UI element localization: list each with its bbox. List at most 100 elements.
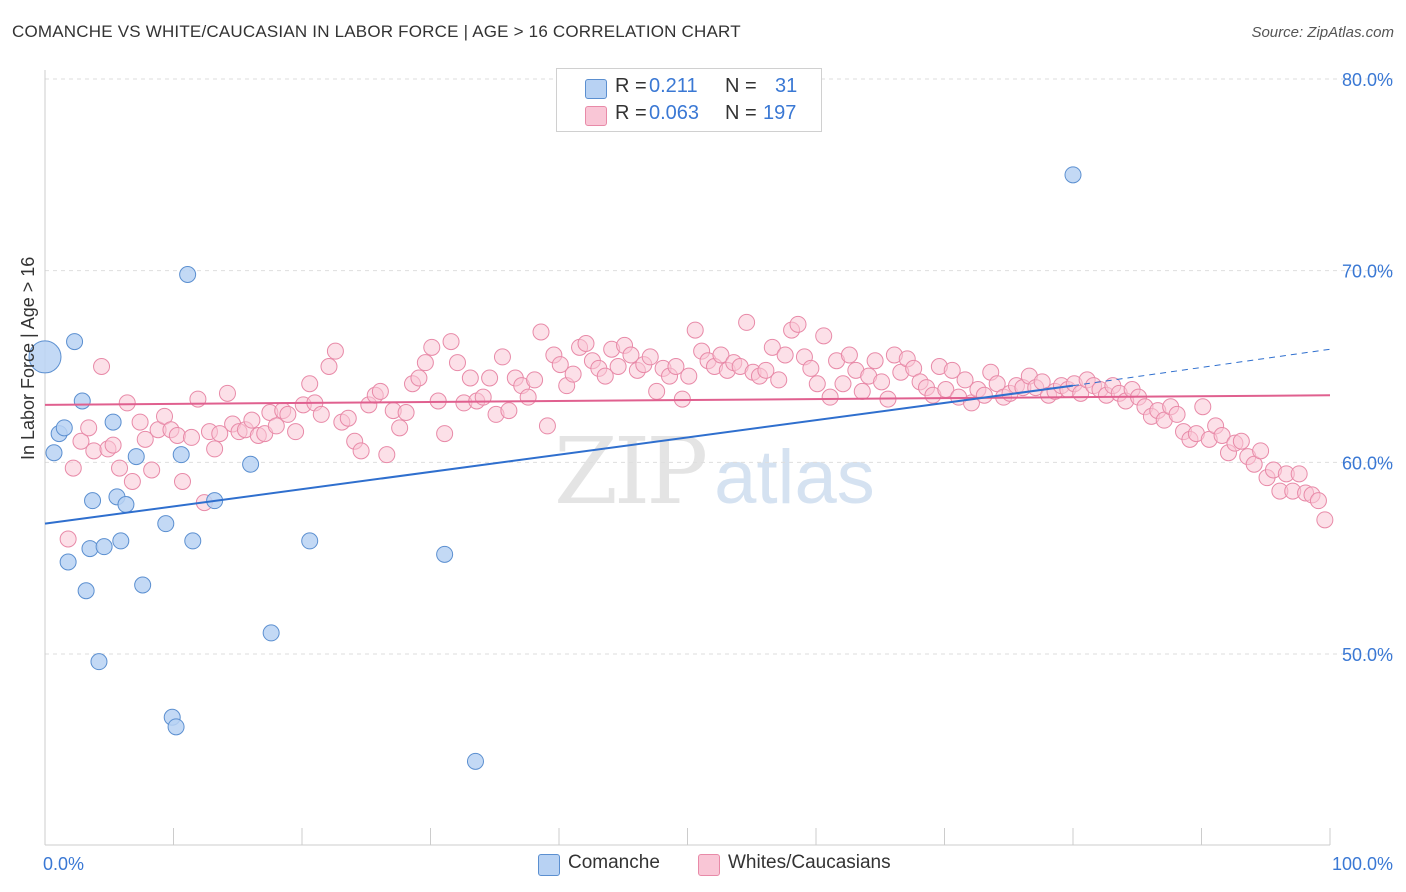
whites-point [712, 346, 730, 364]
whites-point [243, 411, 261, 429]
whites-point [391, 419, 409, 437]
whites-point [815, 327, 833, 345]
comanche-point [104, 413, 122, 431]
whites-point [840, 346, 858, 364]
whites-point [1252, 442, 1270, 460]
comanche-point [301, 532, 319, 550]
y-axis-label: In Labor Force | Age > 16 [18, 256, 38, 460]
whites-point [93, 358, 111, 375]
whites-point [763, 338, 781, 356]
whites-point [538, 417, 556, 435]
comanche-point [262, 624, 280, 642]
whites-point [1168, 405, 1186, 423]
comanche-point [167, 718, 185, 736]
whites-point [834, 375, 852, 393]
watermark-zip: ZIP [554, 418, 708, 525]
whites-point [975, 386, 993, 404]
whites-point [474, 388, 492, 406]
whites-point [104, 436, 122, 454]
whites-point [123, 473, 141, 490]
whites-point [218, 384, 236, 402]
whites-point [943, 361, 961, 379]
whites-point [686, 321, 704, 339]
whites-legend-swatch [698, 854, 720, 876]
comanche-point [134, 576, 152, 594]
whites-point [532, 323, 550, 341]
whites-point [500, 402, 518, 420]
comanche-point [1064, 166, 1082, 184]
whites-point [564, 365, 582, 383]
whites-point [493, 348, 511, 366]
whites-point [667, 358, 685, 375]
whites-point [596, 367, 614, 385]
watermark-atlas: atlas [714, 435, 875, 520]
comanche-point [466, 752, 484, 770]
whites-point [577, 335, 595, 352]
n-value: 197 [763, 102, 797, 124]
whites-point [853, 382, 871, 400]
watermark: ZIP atlas [554, 418, 875, 525]
whites-point [802, 359, 820, 377]
whites-point [641, 348, 659, 366]
comanche-trendline [44, 384, 1074, 525]
whites-point [64, 459, 82, 477]
whites-point [85, 442, 103, 460]
whites-point [287, 423, 305, 441]
comanche-point [184, 532, 202, 550]
comanche-legend-swatch [538, 854, 560, 876]
whites-point [320, 358, 338, 375]
whites-point [622, 346, 640, 364]
y-tick-label: 80.0% [1342, 70, 1393, 90]
whites-point [397, 404, 415, 421]
whites-point [111, 459, 129, 477]
whites-point [551, 356, 569, 374]
whites-point [206, 440, 224, 458]
whites-point [118, 394, 136, 412]
stats-legend: R = 0.211 N = 31 R = 0.063 N = 197 [556, 68, 822, 132]
source-label: Source: ZipAtlas.com [1251, 24, 1394, 41]
comanche-point [55, 419, 73, 437]
whites-point [279, 405, 297, 423]
whites-point [442, 333, 460, 351]
x-tick-label: 0.0% [43, 854, 84, 874]
comanche-point [28, 340, 62, 374]
comanche-point [127, 448, 145, 466]
whites-point [339, 409, 357, 427]
whites-point [776, 346, 794, 364]
whites-point [80, 419, 98, 437]
whites-point [136, 430, 154, 448]
comanche-point [436, 545, 454, 563]
r-label: R = [615, 102, 647, 124]
whites-point [352, 442, 370, 460]
comanche-legend-label: Comanche [568, 852, 660, 873]
whites-point [301, 375, 319, 393]
whites-point [173, 473, 191, 490]
whites-point [131, 413, 149, 431]
comanche-point [172, 446, 190, 464]
whites-trendline [44, 394, 1331, 406]
whites-point [770, 371, 788, 389]
whites-point [873, 373, 891, 391]
whites-swatch [585, 106, 607, 126]
comanche-point [77, 582, 95, 600]
comanche-trendline-extension [1072, 348, 1331, 387]
whites-point [609, 358, 627, 375]
whites-point [481, 369, 499, 387]
whites-point [168, 427, 186, 444]
comanche-point [112, 532, 130, 550]
n-label: N = [725, 102, 757, 124]
whites-point [59, 530, 77, 548]
whites-point [436, 425, 454, 443]
comanche-point [90, 653, 108, 671]
y-tick-label: 70.0% [1342, 262, 1393, 282]
comanche-point [59, 553, 77, 571]
n-value: 31 [775, 75, 798, 97]
whites-point [182, 428, 200, 446]
whites-point [757, 361, 775, 379]
r-value: 0.211 [649, 75, 698, 97]
comanche-point [73, 392, 91, 410]
whites-point [648, 382, 666, 400]
whites-point [378, 446, 396, 464]
chart-title: COMANCHE VS WHITE/CAUCASIAN IN LABOR FOR… [12, 22, 741, 41]
whites-point [519, 388, 537, 406]
